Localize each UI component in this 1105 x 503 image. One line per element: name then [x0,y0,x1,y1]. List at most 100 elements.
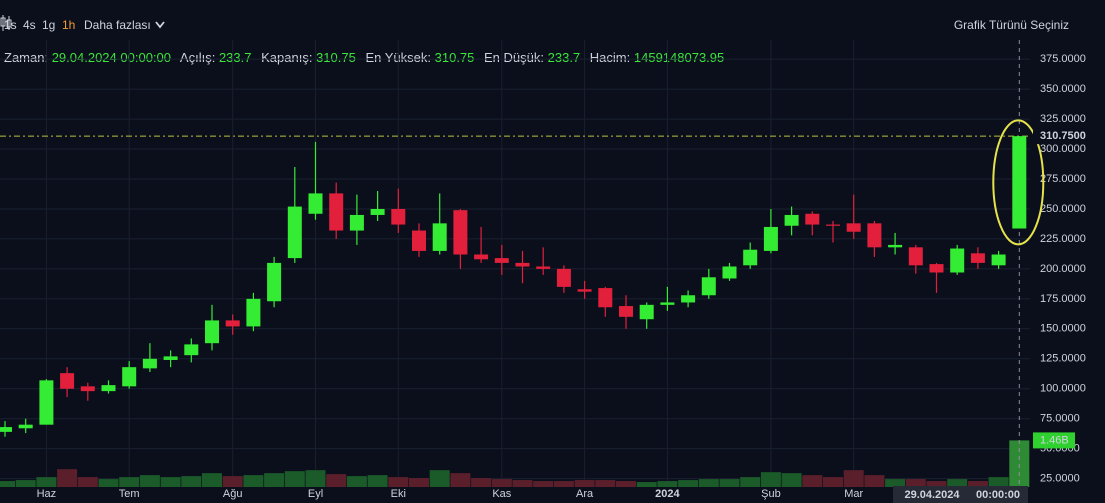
y-tick-label: 300.0000 [1040,143,1086,155]
candle-body [122,367,137,387]
candle-body [743,249,758,266]
chevron [155,21,165,29]
volume-label-box [1033,432,1075,449]
x-tick-label: 2024 [655,488,680,500]
volume-bar [864,475,885,487]
label: Zaman: [4,50,49,65]
candle-body [246,298,261,327]
candle-body [163,356,178,360]
label: Açılış: [179,50,216,65]
volume-bar [367,475,388,487]
volume-bar [119,477,140,487]
x-tick-label: Eki [391,488,406,500]
volume-bar [678,480,699,487]
candle-body [80,386,95,392]
candle-body [660,302,675,305]
candle-body [681,295,696,303]
volume-bar [346,476,367,487]
x-tick-label: Ara [576,488,594,500]
volume-bar [823,477,843,487]
candle-body [412,230,426,251]
price-label: 310.7500 [1040,130,1086,142]
crosshair-time-box [970,486,1028,503]
candle-icon [0,15,12,31]
more-button[interactable]: Daha fazlası [84,18,165,32]
volume-bar [222,476,243,487]
volume-bar [636,482,657,487]
candle-body [929,264,944,273]
y-tick-label: 200.0000 [1040,263,1086,275]
candle-body [577,289,592,292]
value: 310.75 [316,50,356,65]
volume-bar [698,479,719,487]
interval-button[interactable]: 1h [62,18,76,32]
volume-bar [595,480,616,487]
toolbar: 1s 4s 1g 1h Daha fazlası Grafik Türünü Seçini… [0,0,1105,44]
candle-body [950,248,965,273]
x-tick-label: Mar [844,488,863,500]
candle-body [101,385,116,392]
candle-body [908,247,923,266]
value: 310.75 [434,50,475,65]
y-tick-label: 225.0000 [1040,233,1086,245]
candle-body [18,424,33,429]
volume-bar [1009,440,1030,487]
value: 233.7 [547,50,581,65]
volume-bar [57,469,78,487]
time: 00:00:00 [120,50,172,65]
volume-bar [429,470,450,487]
y-tick-label: 25.0000 [1040,473,1080,485]
volume-bar [616,481,636,487]
candle-body [619,306,633,317]
volume-bar [98,479,119,487]
volume-bar [181,476,202,487]
volume-bar [719,479,740,487]
volume-bar [657,481,678,487]
x-tick-label: Ağu [223,488,243,500]
volume-bar [0,481,15,487]
volume-bar [760,472,781,487]
volume-label: 1.46B [1040,434,1069,446]
highlight-ellipse [992,119,1045,246]
chart-type-button[interactable]: Grafik Türünü Seçiniz [953,18,1069,32]
y-tick-label: 175.0000 [1040,293,1086,305]
candle-body [888,244,903,248]
candle-body [784,214,799,226]
candle-body [846,223,861,232]
volume-bar [512,480,533,487]
candle-body [494,258,509,263]
volume-bar [36,477,57,487]
interval-button[interactable]: 4s [23,18,36,32]
volume-bar [885,479,906,487]
y-tick-label: 75.0000 [1040,413,1080,425]
candle-body [205,320,219,344]
candle-body [39,380,54,425]
candle-body [453,210,468,255]
candle-body [701,277,716,296]
x-tick-label: Eyl [308,488,323,500]
volume-bar [305,470,326,487]
y-tick-label: 275.0000 [1040,173,1086,185]
volume-bar [533,481,554,487]
interval-button[interactable]: 1g [42,18,56,32]
volume-bar [740,477,761,487]
candle-body [867,223,882,248]
crosshair-time: 00:00:00 [976,489,1020,501]
candle-body [391,208,406,225]
volume-bar [905,479,926,487]
x-tick-label: Şub [761,488,781,500]
label: En Düşük: [484,50,544,65]
candle-body [329,193,344,231]
candle-body [722,266,737,279]
candle-body [0,427,12,432]
volume-bar [326,474,347,487]
label: Hacim: [589,50,631,65]
y-tick-label: 325.0000 [1040,113,1086,125]
info-line: Zaman: 29.04.2024 00:00:00 Açılış: 233.7… [4,50,730,65]
candle-body [639,304,654,320]
y-tick-label: 125.0000 [1040,353,1086,365]
volume-bar [967,481,988,487]
candle-body [991,254,1006,266]
